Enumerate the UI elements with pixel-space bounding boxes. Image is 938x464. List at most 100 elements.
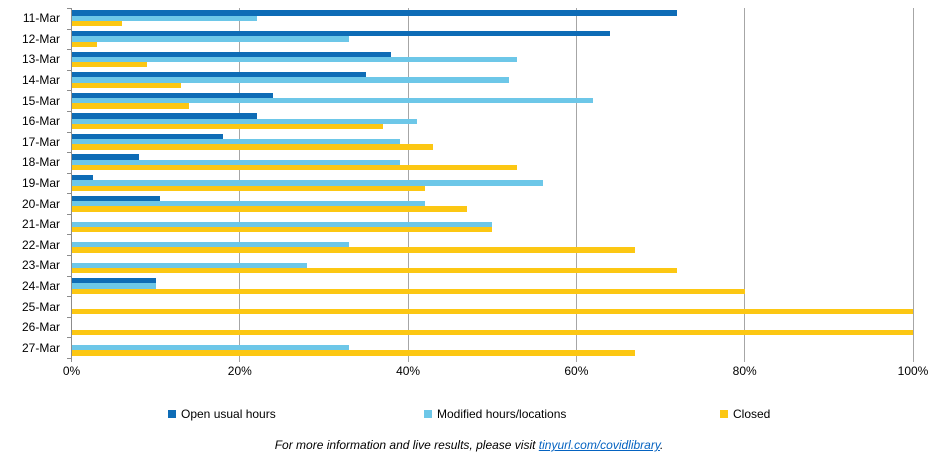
y-axis-tick	[67, 8, 71, 9]
bar	[71, 77, 510, 83]
bar	[71, 206, 467, 212]
bar	[71, 175, 93, 181]
y-axis-tick	[67, 337, 71, 339]
category-label: 14-Mar	[21, 73, 60, 88]
bar	[71, 247, 636, 253]
bar	[71, 123, 383, 130]
bar	[71, 10, 678, 16]
y-axis-tick	[67, 234, 71, 236]
y-axis-tick	[67, 131, 71, 133]
bar	[71, 221, 493, 227]
bar	[71, 62, 148, 68]
bar	[71, 165, 518, 171]
y-axis-tick	[67, 49, 71, 51]
legend-item-0[interactable]: Open usual hours	[168, 404, 276, 424]
bar	[71, 97, 594, 104]
x-tick-label: 0%	[62, 364, 81, 378]
bar	[71, 345, 350, 351]
x-tick-label: 60%	[564, 364, 589, 378]
bar	[71, 195, 160, 201]
bar	[71, 262, 308, 268]
gridline-100	[912, 8, 914, 362]
x-tick-label: 20%	[227, 364, 252, 378]
category-label: 18-Mar	[21, 155, 60, 170]
bar	[71, 242, 350, 248]
bar	[71, 41, 97, 47]
legend: Open usual hours Modified hours/locations…	[0, 404, 938, 424]
legend-label: Modified hours/locations	[437, 407, 567, 421]
y-axis-tick	[67, 172, 71, 174]
y-axis-tick	[67, 275, 71, 277]
legend-item-2[interactable]: Closed	[720, 404, 770, 424]
footer-text: For more information and live results, p…	[274, 438, 539, 452]
bar	[71, 180, 543, 186]
bar	[71, 226, 493, 233]
legend-marker-icon	[424, 410, 432, 418]
bar	[71, 350, 636, 356]
x-tick-label: 40%	[396, 364, 421, 378]
y-axis-tick	[67, 358, 71, 359]
bar	[71, 30, 611, 37]
y-axis-tick	[67, 28, 71, 30]
bar	[71, 113, 257, 119]
category-label: 19-Mar	[21, 176, 60, 190]
legend-label: Open usual hours	[181, 407, 276, 421]
y-axis-tick	[67, 213, 71, 215]
covidlibrary-link[interactable]: tinyurl.com/covidlibrary	[538, 438, 660, 452]
y-axis-tick	[67, 316, 71, 318]
category-label: 17-Mar	[21, 134, 60, 149]
y-axis-tick	[67, 69, 71, 71]
category-label: 26-Mar	[21, 320, 60, 335]
bar	[71, 309, 913, 315]
legend-item-1[interactable]: Modified hours/locations	[424, 404, 566, 424]
x-tick-label: 100%	[897, 364, 929, 378]
category-label: 27-Mar	[21, 340, 60, 355]
category-label: 25-Mar	[21, 299, 60, 314]
category-label: 23-Mar	[21, 258, 60, 273]
y-axis-tick	[67, 110, 71, 112]
y-axis-tick	[67, 255, 71, 257]
category-label: 11-Mar	[22, 11, 60, 26]
category-label: 22-Mar	[21, 237, 60, 252]
bar	[71, 200, 425, 207]
legend-marker-icon	[720, 410, 728, 418]
bar	[71, 139, 400, 145]
legend-marker-icon	[168, 410, 176, 418]
bar	[71, 20, 122, 27]
y-axis-tick	[67, 90, 71, 92]
bar	[71, 185, 425, 191]
gridline-80	[744, 8, 746, 362]
category-label: 21-Mar	[21, 217, 60, 232]
bar	[71, 15, 257, 21]
bar	[71, 56, 518, 63]
bar	[71, 103, 190, 109]
footer-note: For more information and live results, p…	[0, 438, 938, 452]
bar	[71, 72, 367, 78]
category-label: 15-Mar	[21, 93, 60, 108]
footer-period: .	[659, 438, 664, 452]
category-label: 20-Mar	[21, 196, 60, 211]
category-label: 16-Mar	[21, 114, 60, 129]
bar	[71, 118, 417, 124]
bar	[71, 51, 392, 57]
category-label: 13-Mar	[21, 52, 60, 67]
gridline-60	[575, 8, 577, 362]
bar	[71, 154, 139, 160]
bar	[71, 82, 181, 88]
bar	[71, 329, 913, 336]
category-label: 24-Mar	[21, 278, 60, 293]
bar	[71, 283, 156, 289]
y-axis-tick	[67, 296, 71, 298]
bar	[71, 92, 274, 98]
bar	[71, 144, 434, 150]
bar	[71, 288, 745, 294]
bar	[71, 268, 678, 274]
bar	[71, 159, 400, 166]
bar	[71, 133, 223, 140]
x-tick-label: 80%	[732, 364, 757, 378]
y-axis-tick	[67, 152, 71, 154]
legend-label: Closed	[733, 407, 771, 421]
bar	[71, 277, 156, 284]
bar	[71, 36, 350, 42]
